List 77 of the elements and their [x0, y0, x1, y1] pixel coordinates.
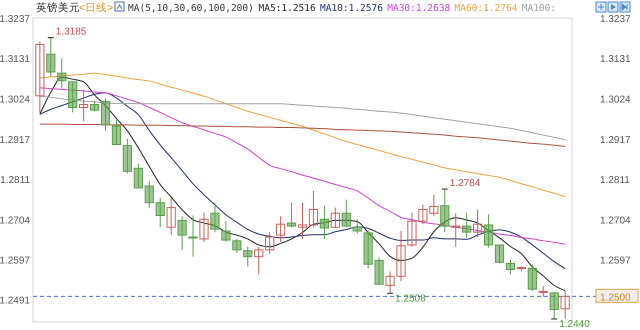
candlestick	[494, 244, 504, 264]
candlestick	[100, 98, 110, 132]
candlestick	[330, 207, 340, 228]
candlestick	[364, 230, 373, 269]
candlestick	[221, 220, 230, 242]
candlestick	[396, 230, 406, 282]
line-series	[39, 87, 566, 245]
y-tick-label: 1.3237	[0, 14, 30, 25]
candlestick	[560, 290, 570, 320]
y2-tick-label: 1.3131	[600, 54, 632, 66]
candlestick	[352, 218, 362, 235]
line-series	[39, 96, 566, 140]
candlestick	[342, 199, 351, 228]
candlestick	[506, 259, 516, 275]
candlestick	[134, 162, 143, 188]
annotation: 1.2440	[559, 318, 590, 330]
y2-tick-label: 1.2811	[600, 174, 630, 186]
candlestick	[68, 81, 78, 113]
y2-tick-label: 1.3237	[600, 14, 632, 25]
line-series	[39, 72, 566, 198]
annotation: 1.3185	[56, 26, 87, 38]
text: MA5:1.2516	[258, 3, 316, 14]
y2-tick-label: 1.2704	[600, 215, 632, 226]
candlestick	[35, 40, 44, 113]
y-tick-label: 1.2811	[0, 174, 30, 186]
ref-line-label: 1.2500	[600, 292, 632, 304]
candlestick	[166, 197, 176, 236]
candlestick	[243, 246, 252, 267]
text: MA(5,10,30,60,100,200)	[128, 3, 254, 14]
candlestick	[232, 238, 242, 254]
candlestick	[57, 58, 66, 88]
candlestick	[90, 100, 100, 112]
annotation: 1.2508	[395, 293, 426, 304]
candlestick	[451, 212, 460, 248]
candlestick	[440, 188, 450, 233]
y2-tick-label: 1.2917	[600, 134, 632, 146]
candlestick	[462, 212, 472, 238]
candlestick	[298, 202, 308, 240]
candlestick	[156, 197, 165, 228]
text: MA100:	[522, 3, 556, 14]
text: MA60:1.2764	[454, 3, 518, 14]
y-tick-label: 1.2491	[0, 296, 30, 307]
y-tick-label: 1.2597	[0, 256, 30, 267]
candlestick	[276, 216, 286, 242]
candlestick	[528, 264, 537, 292]
candlestick	[79, 89, 88, 122]
y2-tick-label: 1.3024	[600, 94, 632, 106]
candlestick	[385, 270, 395, 294]
candlestick	[178, 216, 187, 250]
y-tick-label: 1.2704	[0, 215, 30, 226]
line-series	[39, 124, 566, 147]
y-tick-label: 1.3024	[0, 94, 30, 106]
candlestick	[46, 37, 56, 78]
candlestick	[550, 292, 559, 320]
candlestick	[538, 286, 548, 298]
candlestick	[374, 256, 384, 285]
candlestick	[199, 212, 209, 242]
annotation: 1.2784	[450, 178, 481, 190]
text: MA30:1.2638	[387, 3, 450, 14]
candlestick	[407, 212, 417, 248]
chart-subtitle: <日线>	[79, 1, 114, 14]
candlestick	[188, 215, 198, 258]
candlestick	[286, 202, 296, 228]
y-tick-label: 1.2917	[0, 134, 30, 146]
candlestick	[210, 202, 220, 233]
line-series	[39, 92, 566, 270]
candlestick	[308, 190, 318, 228]
candlestick	[112, 119, 122, 146]
chart-title: 英镑美元	[36, 1, 80, 14]
candlestick	[484, 214, 494, 248]
y2-tick-label: 1.2597	[600, 256, 632, 267]
y-tick-label: 1.3131	[0, 54, 30, 66]
text: MA10:1.2576	[320, 3, 384, 14]
candlestick	[473, 208, 482, 238]
candlestick	[144, 180, 154, 208]
candlestick	[122, 138, 132, 174]
candlestick	[320, 205, 329, 240]
